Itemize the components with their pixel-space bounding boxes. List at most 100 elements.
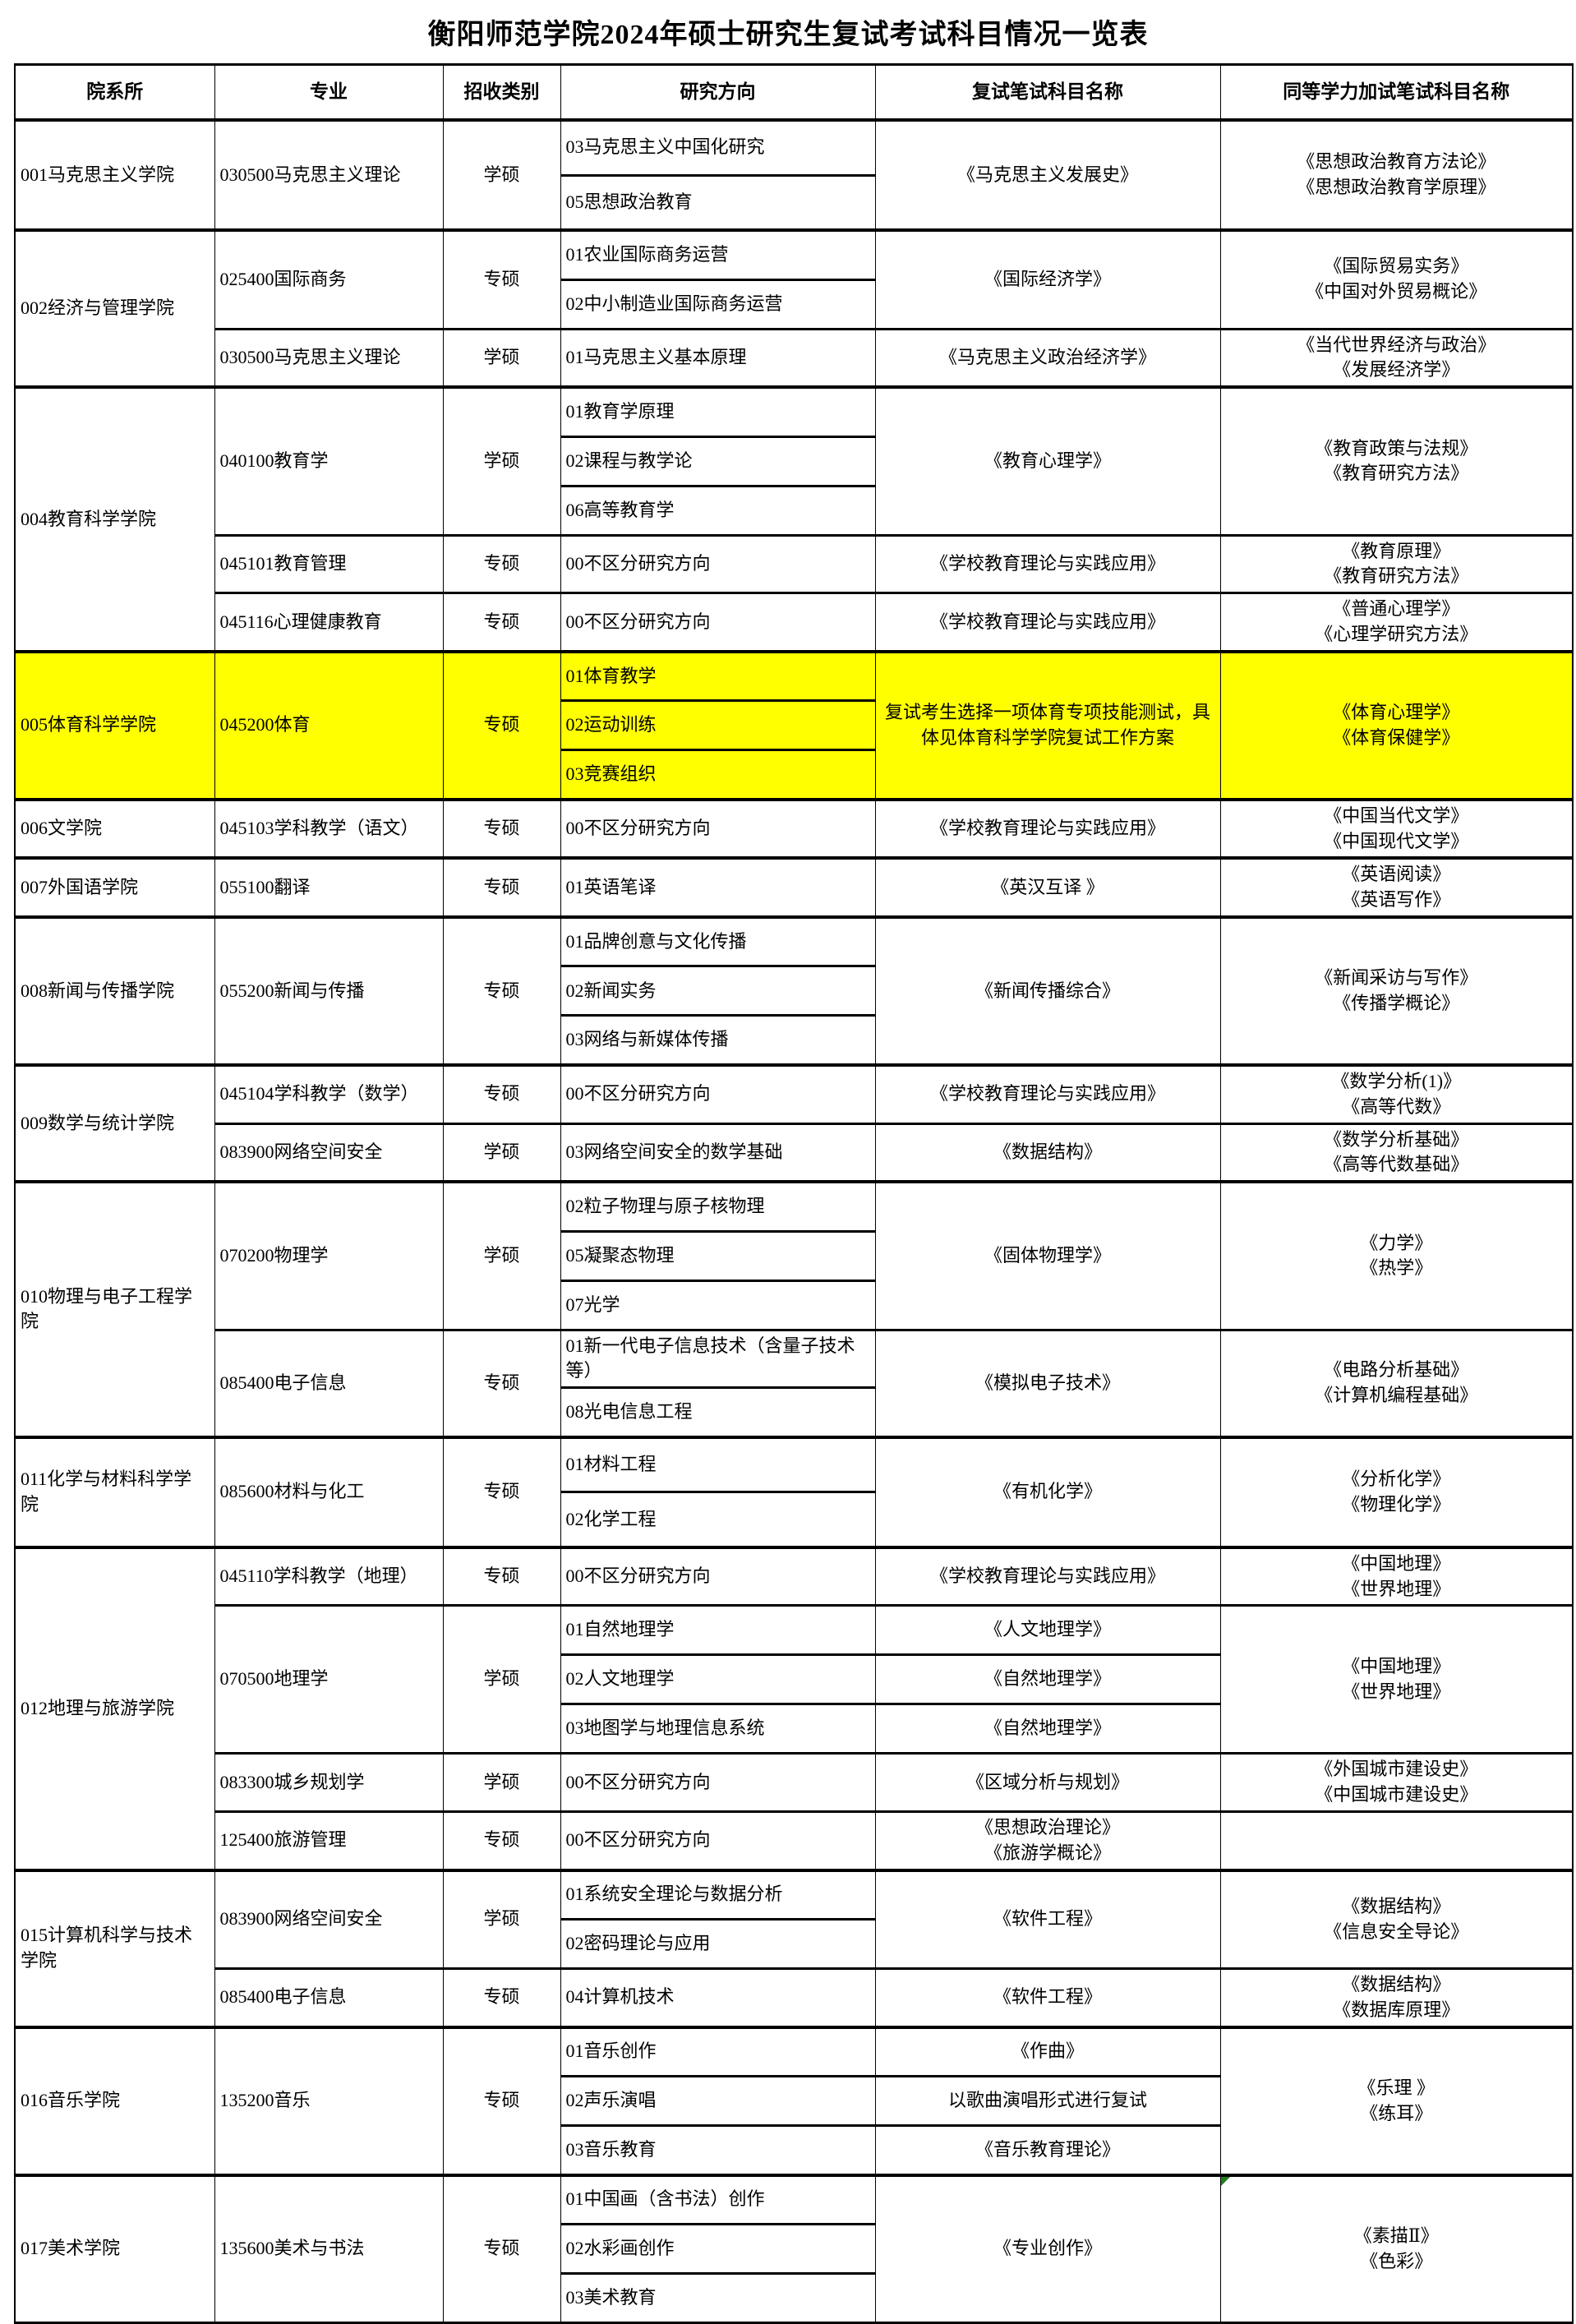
direction-cell: 01自然地理学 bbox=[560, 1604, 876, 1656]
college-cell: 009数学与统计学院 bbox=[14, 1063, 215, 1183]
exam-cell: 《思想政治理论》 《旅游学概论》 bbox=[874, 1810, 1221, 1871]
additional-cell: 《普通心理学》 《心理学研究方法》 bbox=[1219, 592, 1574, 652]
table-row: 02新闻实务 bbox=[15, 965, 1573, 1017]
specialty-cell: 045103学科教学（语文） bbox=[214, 797, 444, 859]
table-row: 02课程与教学论 bbox=[15, 435, 1573, 486]
exam-cell: 《学校教育理论与实践应用》 bbox=[874, 1063, 1221, 1124]
direction-cell: 02化学工程 bbox=[560, 1491, 876, 1548]
direction-cell: 04计算机技术 bbox=[560, 1967, 876, 2028]
direction-cell: 05凝聚态物理 bbox=[560, 1229, 876, 1281]
additional-cell: 《英语阅读》 《英语写作》 bbox=[1219, 856, 1574, 918]
exam-cell: 《国际经济学》 bbox=[874, 228, 1221, 330]
college-cell: 012地理与旅游学院 bbox=[14, 1545, 215, 1871]
exam-cell: 《英汉互译 》 bbox=[874, 856, 1221, 918]
type-cell: 专硕 bbox=[442, 2173, 561, 2324]
specialty-cell: 135600美术与书法 bbox=[214, 2173, 444, 2324]
direction-cell: 01材料工程 bbox=[560, 1435, 876, 1493]
direction-cell: 07光学 bbox=[560, 1279, 876, 1330]
college-cell: 006文学院 bbox=[14, 797, 215, 859]
direction-cell: 01马克思主义基本原理 bbox=[560, 327, 876, 388]
additional-cell: 《电路分析基础》 《计算机编程基础》 bbox=[1219, 1328, 1574, 1438]
direction-cell: 00不区分研究方向 bbox=[560, 797, 876, 859]
direction-cell: 02新闻实务 bbox=[560, 965, 876, 1017]
specialty-cell: 083300城乡规划学 bbox=[214, 1752, 444, 1812]
direction-cell: 05思想政治教育 bbox=[560, 173, 876, 231]
additional-cell: 《中国地理》 《世界地理》 bbox=[1219, 1604, 1574, 1755]
exam-cell: 《作曲》 bbox=[874, 2025, 1221, 2077]
exam-cell: 《学校教育理论与实践应用》 bbox=[874, 797, 1221, 859]
table-row: 05凝聚态物理 bbox=[15, 1229, 1573, 1281]
exam-cell: 《自然地理学》 bbox=[874, 1703, 1221, 1755]
direction-cell: 02密码理论与应用 bbox=[560, 1918, 876, 1970]
col-header-direction: 研究方向 bbox=[560, 64, 876, 121]
additional-cell: 《体育心理学》 《体育保健学》 bbox=[1219, 649, 1574, 800]
exam-cell: 《新闻传播综合》 bbox=[874, 915, 1221, 1066]
exam-cell: 《学校教育理论与实践应用》 bbox=[874, 1545, 1221, 1607]
table-row: 070500地理学 学硕 01自然地理学 《人文地理学》 《中国地理》 《世界地… bbox=[15, 1604, 1574, 1755]
type-cell: 专硕 bbox=[442, 649, 561, 800]
table-row: 03音乐教育 《音乐教育理论》 bbox=[15, 2124, 1573, 2176]
additional-cell: 《新闻采访与写作》 《传播学概论》 bbox=[1219, 915, 1574, 1066]
college-cell: 008新闻与传播学院 bbox=[14, 915, 215, 1066]
table-row: 011化学与材料科学学院 085600材料与化工 专硕 01材料工程 《有机化学… bbox=[14, 1435, 1574, 1548]
table-row: 03网络与新媒体传播 bbox=[15, 1014, 1573, 1066]
direction-cell: 01体育教学 bbox=[560, 649, 876, 702]
additional-cell: 《数学分析基础》 《高等代数基础》 bbox=[1219, 1122, 1574, 1183]
type-cell: 专硕 bbox=[442, 1435, 561, 1548]
college-cell: 010物理与电子工程学院 bbox=[14, 1180, 215, 1438]
direction-cell: 01英语笔译 bbox=[560, 856, 876, 918]
additional-cell: 《数据结构》 《信息安全导论》 bbox=[1219, 1868, 1574, 1970]
table-row: 02声乐演唱 以歌曲演唱形式进行复试 bbox=[15, 2075, 1573, 2127]
table-row: 004教育科学学院 040100教育学 学硕 01教育学原理 《教育心理学》 《… bbox=[14, 385, 1574, 652]
comment-marker-icon bbox=[1221, 2178, 1230, 2186]
direction-cell: 02声乐演唱 bbox=[560, 2075, 876, 2127]
direction-cell: 01音乐创作 bbox=[560, 2025, 876, 2077]
direction-cell: 00不区分研究方向 bbox=[560, 1752, 876, 1812]
table-row-highlighted: 03竞赛组织 bbox=[15, 749, 1573, 800]
subjects-table: 院系所 专业 招收类别 研究方向 复试笔试科目名称 同等学力加试笔试科目名称 0… bbox=[14, 63, 1574, 2324]
additional-cell: 《当代世界经济与政治》 《发展经济学》 bbox=[1219, 327, 1574, 388]
college-cell: 011化学与材料科学学院 bbox=[14, 1435, 215, 1548]
specialty-cell: 070500地理学 bbox=[214, 1604, 444, 1755]
table-row: 007外国语学院 055100翻译 专硕 01英语笔译 《英汉互译 》 《英语阅… bbox=[14, 856, 1574, 918]
col-header-type: 招收类别 bbox=[442, 64, 561, 121]
specialty-cell: 045104学科教学（数学） bbox=[214, 1063, 444, 1124]
direction-cell: 06高等教育学 bbox=[560, 484, 876, 536]
college-cell: 016音乐学院 bbox=[14, 2025, 215, 2176]
exam-cell: 《马克思主义发展史》 bbox=[874, 118, 1221, 231]
specialty-cell: 025400国际商务 bbox=[214, 228, 444, 330]
specialty-cell: 125400旅游管理 bbox=[214, 1810, 444, 1871]
type-cell: 专硕 bbox=[442, 1328, 561, 1438]
table-row: 015计算机科学与技术学院 083900网络空间安全 学硕 01系统安全理论与数… bbox=[14, 1868, 1574, 2028]
direction-cell: 03马克思主义中国化研究 bbox=[560, 118, 876, 176]
header-row: 院系所 专业 招收类别 研究方向 复试笔试科目名称 同等学力加试笔试科目名称 bbox=[14, 64, 1574, 121]
table-row: 016音乐学院 135200音乐 专硕 01音乐创作 《作曲》 《乐理 》 《练… bbox=[14, 2025, 1574, 2176]
direction-cell: 02人文地理学 bbox=[560, 1653, 876, 1705]
additional-cell: 《分析化学》 《物理化学》 bbox=[1219, 1435, 1574, 1548]
table-row: 030500马克思主义理论 学硕 01马克思主义基本原理 《马克思主义政治经济学… bbox=[15, 327, 1574, 388]
additional-cell: 《外国城市建设史》 《中国城市建设史》 bbox=[1219, 1752, 1574, 1812]
col-header-exam: 复试笔试科目名称 bbox=[874, 64, 1221, 121]
col-header-college: 院系所 bbox=[14, 64, 215, 121]
type-cell: 专硕 bbox=[442, 1063, 561, 1124]
exam-cell: 《自然地理学》 bbox=[874, 1653, 1221, 1705]
additional-cell: 《教育政策与法规》 《教育研究方法》 bbox=[1219, 385, 1574, 536]
table-row: 009数学与统计学院 045104学科教学（数学） 专硕 00不区分研究方向 《… bbox=[14, 1063, 1574, 1183]
type-cell: 学硕 bbox=[442, 118, 561, 231]
additional-cell: 《思想政治教育方法论》 《思想政治教育学原理》 bbox=[1219, 118, 1574, 231]
type-cell: 学硕 bbox=[442, 1868, 561, 1970]
table-row: 001马克思主义学院 030500马克思主义理论 学硕 03马克思主义中国化研究… bbox=[14, 118, 1574, 231]
exam-cell: 《教育心理学》 bbox=[874, 385, 1221, 536]
direction-cell: 02粒子物理与原子核物理 bbox=[560, 1180, 876, 1232]
type-cell: 专硕 bbox=[442, 592, 561, 652]
exam-cell: 《有机化学》 bbox=[874, 1435, 1221, 1548]
exam-cell: 《数据结构》 bbox=[874, 1122, 1221, 1183]
table-row-highlighted: 02运动训练 bbox=[15, 699, 1573, 751]
table-row: 05思想政治教育 bbox=[15, 173, 1573, 231]
table-row: 017美术学院 135600美术与书法 专硕 01中国画（含书法）创作 《专业创… bbox=[14, 2173, 1574, 2324]
exam-cell: 《马克思主义政治经济学》 bbox=[874, 327, 1221, 388]
specialty-cell: 045200体育 bbox=[214, 649, 444, 800]
exam-cell: 复试考生选择一项体育专项技能测试，具体见体育科学学院复试工作方案 bbox=[874, 649, 1221, 800]
specialty-cell: 085400电子信息 bbox=[214, 1328, 444, 1438]
college-cell: 002经济与管理学院 bbox=[14, 228, 215, 388]
